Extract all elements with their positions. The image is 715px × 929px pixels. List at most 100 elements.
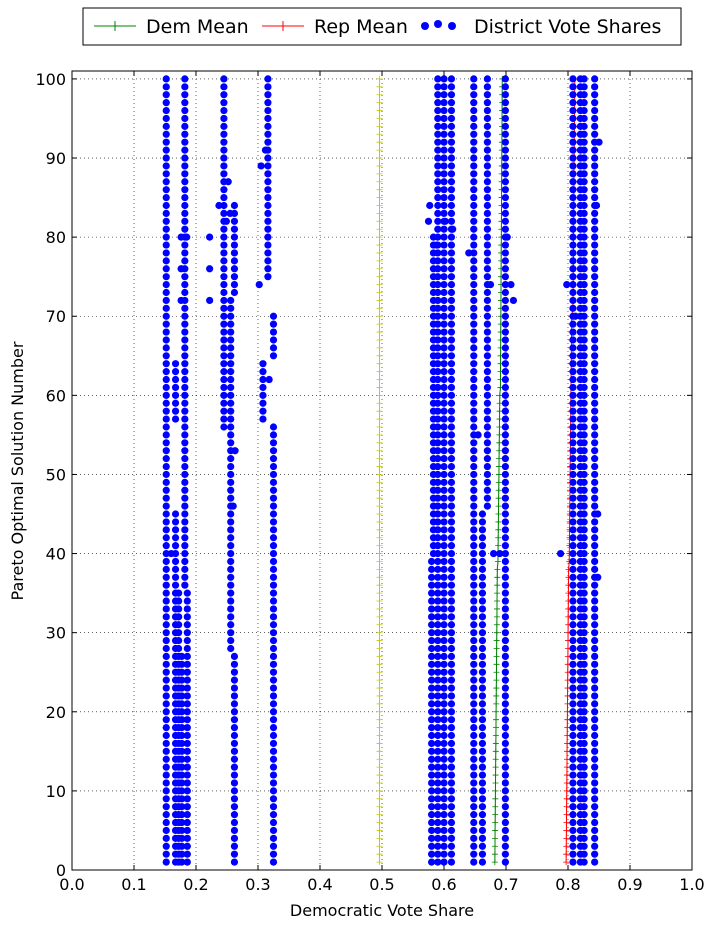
- district-point: [428, 763, 436, 771]
- district-point: [470, 486, 478, 494]
- district-point: [470, 257, 478, 265]
- series-point: [494, 598, 501, 605]
- district-point: [447, 368, 456, 376]
- district-point: [580, 779, 588, 787]
- district-point: [569, 265, 577, 273]
- district-point: [434, 122, 442, 130]
- district-point: [447, 83, 456, 91]
- district-point: [447, 811, 456, 819]
- district-point: [269, 312, 278, 320]
- district-point: [580, 193, 588, 202]
- district-point: [569, 676, 577, 684]
- district-point: [501, 201, 509, 210]
- district-point: [440, 834, 448, 842]
- district-point: [580, 462, 588, 471]
- district-point: [501, 462, 509, 471]
- district-point: [483, 455, 491, 463]
- district-point: [162, 581, 170, 589]
- district-point: [181, 201, 189, 210]
- district-point: [162, 811, 170, 819]
- district-point: [162, 644, 170, 653]
- district-point: [183, 668, 191, 676]
- district-point: [447, 803, 456, 811]
- district-point: [440, 502, 448, 510]
- district-point: [440, 225, 448, 233]
- district-point: [591, 850, 599, 858]
- district-point: [569, 336, 577, 344]
- district-point: [428, 818, 436, 827]
- district-point: [580, 644, 588, 653]
- district-point: [440, 114, 448, 123]
- district-point: [470, 684, 478, 692]
- district-point: [162, 755, 170, 763]
- district-point: [591, 399, 599, 407]
- district-point: [474, 431, 482, 439]
- series-point: [493, 700, 500, 707]
- district-point: [178, 755, 186, 763]
- district-point: [580, 858, 588, 866]
- district-point: [478, 526, 487, 534]
- district-point: [483, 91, 491, 99]
- district-point: [434, 328, 442, 336]
- district-point: [440, 565, 448, 573]
- district-point: [470, 549, 478, 558]
- district-point: [470, 716, 478, 724]
- district-point: [470, 415, 478, 423]
- district-point: [447, 771, 456, 779]
- district-point: [428, 589, 436, 597]
- district-point: [569, 431, 577, 439]
- district-point: [440, 447, 448, 455]
- district-point: [478, 676, 487, 684]
- series-point: [376, 708, 383, 715]
- district-point: [591, 83, 599, 91]
- district-point: [181, 494, 189, 502]
- district-point: [501, 534, 509, 542]
- district-point: [447, 146, 456, 154]
- district-point: [227, 360, 235, 368]
- district-point: [569, 193, 577, 202]
- district-point: [440, 700, 448, 708]
- district-point: [434, 280, 442, 289]
- district-point: [501, 494, 509, 502]
- district-point: [580, 186, 588, 194]
- district-point: [483, 296, 491, 305]
- district-point: [501, 684, 509, 692]
- district-point: [227, 423, 235, 431]
- district-point: [220, 162, 228, 170]
- district-point: [470, 565, 478, 573]
- district-point: [580, 391, 588, 399]
- district-point: [183, 233, 191, 241]
- district-point: [183, 716, 191, 724]
- district-point: [264, 162, 272, 170]
- district-point: [440, 803, 448, 811]
- district-point: [569, 692, 577, 700]
- district-point: [269, 779, 278, 787]
- district-point: [594, 510, 602, 518]
- district-point: [220, 320, 228, 328]
- series-point: [376, 431, 383, 438]
- district-point: [440, 288, 448, 297]
- district-point: [569, 660, 577, 668]
- district-point: [162, 130, 170, 138]
- district-point: [501, 99, 509, 107]
- district-point: [440, 423, 448, 431]
- district-point: [591, 447, 599, 455]
- district-point: [181, 304, 189, 312]
- district-point: [501, 154, 509, 162]
- district-point: [591, 178, 599, 186]
- district-point: [591, 636, 599, 645]
- district-point: [162, 170, 170, 178]
- district-point: [440, 526, 448, 534]
- district-point: [183, 826, 191, 835]
- district-point: [447, 375, 456, 384]
- district-point: [440, 676, 448, 684]
- district-point: [470, 763, 478, 771]
- district-point: [434, 557, 442, 566]
- series-point: [376, 344, 383, 351]
- district-point: [569, 739, 577, 748]
- district-point: [440, 581, 448, 589]
- district-point: [230, 273, 239, 281]
- district-point: [220, 249, 228, 257]
- district-point: [230, 225, 239, 233]
- district-point: [220, 83, 228, 91]
